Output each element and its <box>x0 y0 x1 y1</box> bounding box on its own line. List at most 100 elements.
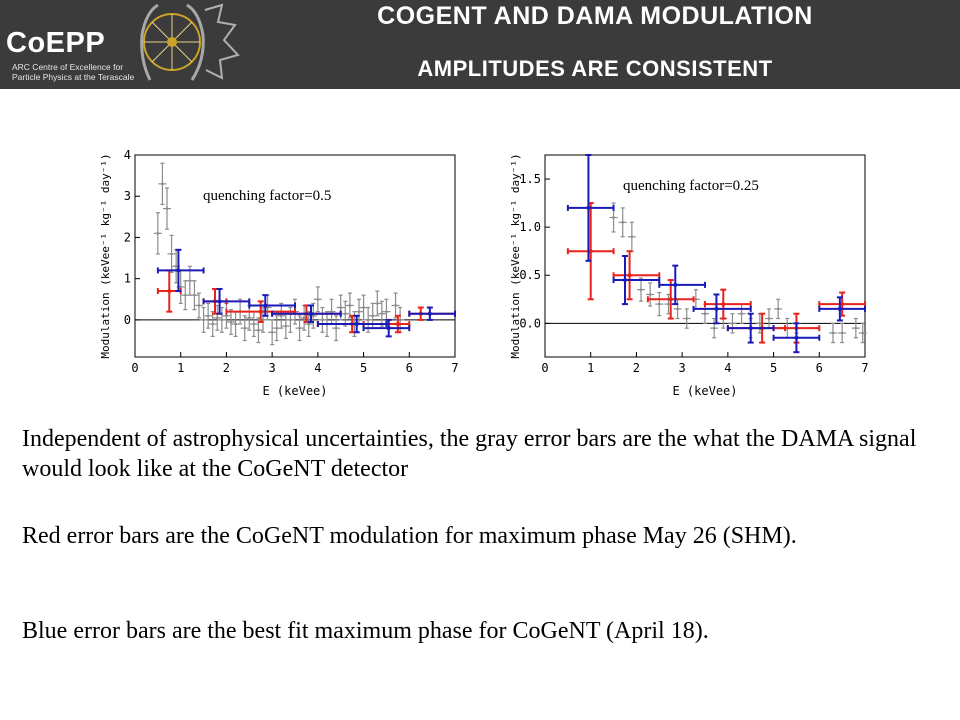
blue-errorbar-point <box>202 287 251 315</box>
gray-errorbar-point <box>391 292 400 319</box>
blue-errorbar-point <box>658 264 706 306</box>
data-point <box>657 302 661 306</box>
data-point <box>375 302 379 305</box>
x-tick-label: 1 <box>177 361 184 375</box>
data-point <box>170 252 173 256</box>
data-point <box>840 331 844 335</box>
data-point <box>731 322 734 325</box>
data-point <box>176 268 181 273</box>
logo-emblem <box>140 3 240 81</box>
annotation-quenching-factor: quenching factor=0.5 <box>203 188 331 204</box>
gray-errorbar-point <box>355 298 363 325</box>
blue-errorbar-point <box>248 294 296 317</box>
data-point <box>354 322 359 327</box>
series-blue <box>566 154 866 354</box>
data-point <box>225 314 228 318</box>
annotation-quenching-factor: quenching factor=0.25 <box>623 178 759 194</box>
y-tick-label: 0 <box>124 313 131 327</box>
y-tick-label: 0.0 <box>519 316 541 330</box>
gray-errorbar-point <box>268 319 277 346</box>
data-point <box>284 324 288 328</box>
data-point <box>279 314 283 318</box>
gray-errorbar-point <box>318 306 327 333</box>
data-point <box>309 311 313 316</box>
blue-errorbar-point <box>772 322 821 354</box>
data-point <box>703 312 707 316</box>
x-tick-label: 6 <box>406 361 413 375</box>
gray-errorbar-point <box>204 302 213 329</box>
data-point <box>302 316 306 320</box>
x-tick-label: 6 <box>816 361 823 375</box>
data-point <box>837 306 842 311</box>
data-point <box>334 326 338 330</box>
gray-errorbar-point <box>158 162 167 206</box>
data-point <box>394 304 397 307</box>
data-point <box>316 297 320 301</box>
data-point <box>712 326 716 330</box>
data-point <box>685 317 689 320</box>
data-point <box>298 326 301 330</box>
gray-errorbar-point <box>240 315 249 342</box>
data-point <box>348 304 352 307</box>
chart-qf-0.5: 0 1 2 3 4 5 6 7 0 1 2 3 4 E (keVee) Modulation (keVee⁻… <box>99 148 459 398</box>
gray-errorbar-point <box>295 315 304 342</box>
x-axis-label: E (keVee) <box>262 384 327 398</box>
y-tick-label: 1 <box>124 272 131 286</box>
logo-subtitle-1: ARC Centre of Excellence for <box>12 62 124 72</box>
data-point <box>831 331 835 335</box>
y-tick-label: 0.5 <box>519 268 541 282</box>
data-point <box>854 326 858 330</box>
data-point <box>362 306 365 309</box>
data-point <box>211 322 215 326</box>
x-tick-label: 0 <box>131 361 138 375</box>
data-point <box>243 326 247 330</box>
red-errorbar-point <box>646 279 695 320</box>
data-point <box>395 322 400 327</box>
data-point <box>161 182 164 186</box>
y-tick-label: 2 <box>124 230 131 244</box>
data-point <box>220 318 224 322</box>
x-tick-label: 0 <box>541 361 548 375</box>
data-point <box>721 302 726 307</box>
data-point <box>206 314 210 318</box>
coepp-logo-graphic <box>140 3 240 81</box>
data-point <box>165 207 169 210</box>
gray-errorbar-point <box>627 221 636 252</box>
data-point <box>257 328 260 332</box>
data-point <box>357 310 361 313</box>
data-point <box>266 306 269 309</box>
data-point <box>339 306 343 309</box>
gray-errorbar-point <box>217 306 226 333</box>
y-tick-label: 3 <box>124 189 131 203</box>
gray-errorbar-point <box>245 304 254 331</box>
blue-errorbar-point <box>692 293 752 325</box>
data-point <box>167 289 172 294</box>
data-point <box>252 322 256 326</box>
x-tick-label: 2 <box>223 361 230 375</box>
x-tick-label: 3 <box>269 361 276 375</box>
data-point <box>612 216 615 219</box>
gray-errorbar-point <box>345 292 354 319</box>
gray-errorbar-point <box>281 313 290 340</box>
data-point <box>321 318 324 322</box>
red-errorbar-point <box>818 291 866 317</box>
data-point <box>648 293 652 296</box>
gray-errorbar-point <box>227 308 235 335</box>
data-point <box>217 299 222 304</box>
gray-errorbar-point <box>655 291 664 317</box>
x-tick-label: 4 <box>724 361 731 375</box>
data-point <box>380 312 384 316</box>
x-tick-label: 2 <box>633 361 640 375</box>
chart-qf-0.25: 0 1 2 3 4 5 6 7 0.0 0.5 1.0 1.5 E (keVee) Modulation … <box>509 153 869 398</box>
plot-frame <box>134 154 456 358</box>
gray-errorbar-point <box>341 300 350 327</box>
data-point <box>794 335 799 340</box>
data-point <box>343 312 347 316</box>
paragraph-dama-gray: Independent of astrophysical uncertainti… <box>22 426 917 482</box>
gray-errorbar-point <box>313 286 322 313</box>
paragraph-red-bars: Red error bars are the CoGeNT modulation… <box>22 523 797 549</box>
data-point <box>758 322 762 325</box>
data-point <box>667 302 670 306</box>
data-point <box>627 273 632 278</box>
data-point <box>588 249 593 254</box>
